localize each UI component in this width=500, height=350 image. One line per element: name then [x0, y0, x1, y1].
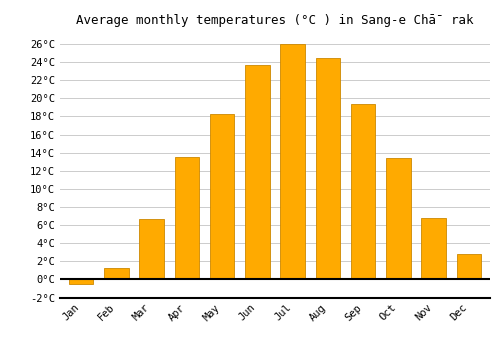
Bar — [351, 104, 376, 279]
Bar — [140, 219, 164, 279]
Bar — [316, 58, 340, 279]
Bar — [422, 218, 446, 279]
Bar — [210, 114, 234, 279]
Title: Average monthly temperatures (°C ) in Sang-e Chā̄ rak: Average monthly temperatures (°C ) in Sa… — [76, 14, 474, 27]
Bar — [245, 65, 270, 279]
Bar — [386, 158, 410, 279]
Bar — [104, 268, 128, 279]
Bar — [280, 44, 305, 279]
Bar — [174, 157, 199, 279]
Bar — [456, 254, 481, 279]
Bar — [69, 279, 94, 284]
